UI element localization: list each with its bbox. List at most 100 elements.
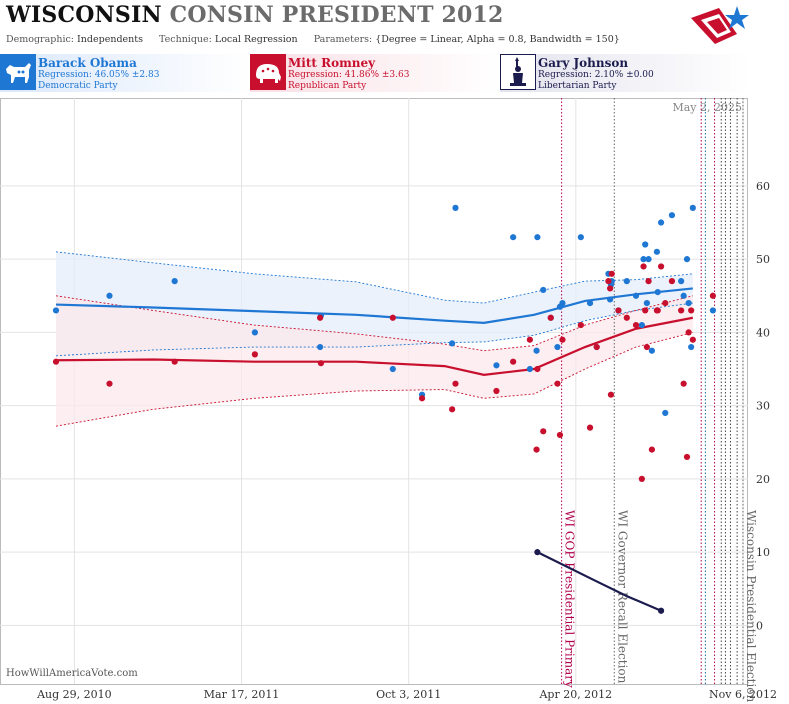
poll-point	[493, 362, 500, 369]
poll-point	[678, 278, 685, 285]
poll-point	[556, 431, 564, 439]
poll-point	[709, 307, 716, 314]
poll-point	[540, 286, 547, 294]
chart-date-label: May 2, 2025	[672, 101, 742, 114]
poll-point	[316, 343, 324, 351]
demographic-value: Independents	[77, 34, 143, 45]
poll-point	[577, 321, 584, 329]
poll-point	[171, 358, 178, 365]
poll-point	[171, 278, 178, 285]
technique-label: Technique:	[159, 34, 212, 45]
poll-point	[653, 248, 661, 255]
poll-point	[689, 204, 696, 211]
poll-point	[510, 358, 517, 365]
event-label: Wisconsin Presidential Election	[744, 510, 758, 703]
candidate-obama: Barack Obama Regression: 46.05% ±2.83 De…	[0, 54, 251, 92]
poll-point	[632, 292, 640, 299]
poll-point	[534, 365, 541, 373]
poll-point	[534, 549, 541, 556]
poll-point	[317, 360, 325, 367]
event-label: WI Governor Recall Election	[615, 510, 629, 684]
poll-point	[389, 365, 396, 373]
candidate-regression: Regression: 41.86% ±3.63	[288, 70, 410, 80]
poll-point	[638, 321, 645, 329]
poll-point	[685, 300, 692, 307]
poll-point	[251, 329, 259, 336]
poll-point	[680, 292, 687, 299]
candidate-johnson: Gary Johnson Regression: 2.10% ±0.00 Lib…	[500, 54, 751, 92]
x-tick-label: Nov 6, 2012	[709, 688, 777, 701]
x-tick-label: Aug 29, 2010	[36, 688, 112, 701]
poll-point	[510, 234, 517, 241]
y-tick-label: 0	[756, 619, 763, 632]
x-tick-label: Mar 17, 2011	[204, 688, 280, 701]
poll-point	[688, 343, 695, 351]
poll-point	[643, 343, 650, 351]
poll-point	[623, 278, 630, 285]
page-title: WISCONSIN CONSIN PRESIDENT 2012	[6, 2, 504, 28]
poll-point	[452, 204, 459, 211]
poll-point	[668, 212, 676, 219]
poll-point	[526, 336, 533, 343]
poll-point	[657, 607, 665, 614]
poll-point	[645, 256, 652, 263]
poll-point	[632, 321, 640, 329]
poll-point	[657, 263, 665, 270]
poll-point	[540, 428, 547, 435]
poll-point	[657, 219, 665, 226]
event-label: WI GOP Presidential Primary	[563, 510, 577, 688]
poll-point	[526, 365, 533, 373]
poll-point	[643, 300, 650, 307]
poll-point	[648, 347, 655, 354]
poll-point	[449, 340, 456, 347]
poll-chart: 0 10 20 30 40 50 60 Aug 29, 2010 Mar 17, 2011 Oct…	[0, 98, 777, 703]
poll-point	[654, 307, 661, 314]
donkey-icon	[0, 54, 36, 90]
poll-point	[493, 387, 500, 395]
poll-point	[554, 380, 561, 387]
title-rest: CONSIN PRESIDENT 2012	[169, 2, 504, 28]
title-state: WISCONSIN	[6, 2, 162, 28]
y-tick-label: 20	[756, 473, 770, 486]
poll-point	[683, 256, 691, 263]
poll-point	[559, 300, 566, 307]
parameters-label: Parameters:	[313, 34, 373, 45]
poll-point	[534, 234, 541, 241]
poll-point	[662, 409, 669, 417]
y-tick-label: 10	[756, 546, 770, 559]
poll-point	[52, 307, 60, 314]
poll-point	[607, 391, 615, 398]
candidate-party: Libertarian Party	[538, 81, 617, 91]
poll-point	[452, 380, 459, 387]
source-credit: HowWillAmericaVote.com	[6, 668, 138, 679]
poll-point	[668, 278, 676, 285]
band-border	[55, 302, 693, 357]
candidate-name: Mitt Romney	[288, 56, 376, 70]
poll-point	[605, 278, 612, 285]
candidate-regression: Regression: 2.10% ±0.00	[538, 70, 654, 80]
trend-line	[536, 551, 662, 612]
star-logo-icon	[691, 6, 749, 44]
poll-point	[678, 307, 685, 314]
poll-point	[316, 314, 324, 321]
poll-point	[662, 300, 669, 307]
poll-point	[449, 406, 456, 413]
technique-value: Local Regression	[214, 34, 298, 45]
candidate-regression: Regression: 46.05% ±2.83	[38, 70, 160, 80]
poll-point	[709, 292, 716, 299]
liberty-icon	[500, 54, 536, 90]
poll-point	[615, 307, 622, 314]
poll-point	[251, 351, 259, 358]
poll-point	[559, 336, 566, 343]
candidate-name: Gary Johnson	[538, 56, 629, 70]
poll-point	[608, 270, 615, 277]
x-tick-label: Apr 20, 2012	[538, 688, 612, 701]
y-tick-label: 60	[756, 180, 770, 193]
poll-point	[418, 395, 426, 402]
poll-point	[586, 424, 594, 431]
poll-point	[533, 347, 540, 354]
y-tick-label: 50	[756, 253, 770, 266]
poll-point	[533, 446, 540, 453]
candidate-party: Republican Party	[288, 81, 367, 91]
candidate-name: Barack Obama	[38, 56, 137, 70]
